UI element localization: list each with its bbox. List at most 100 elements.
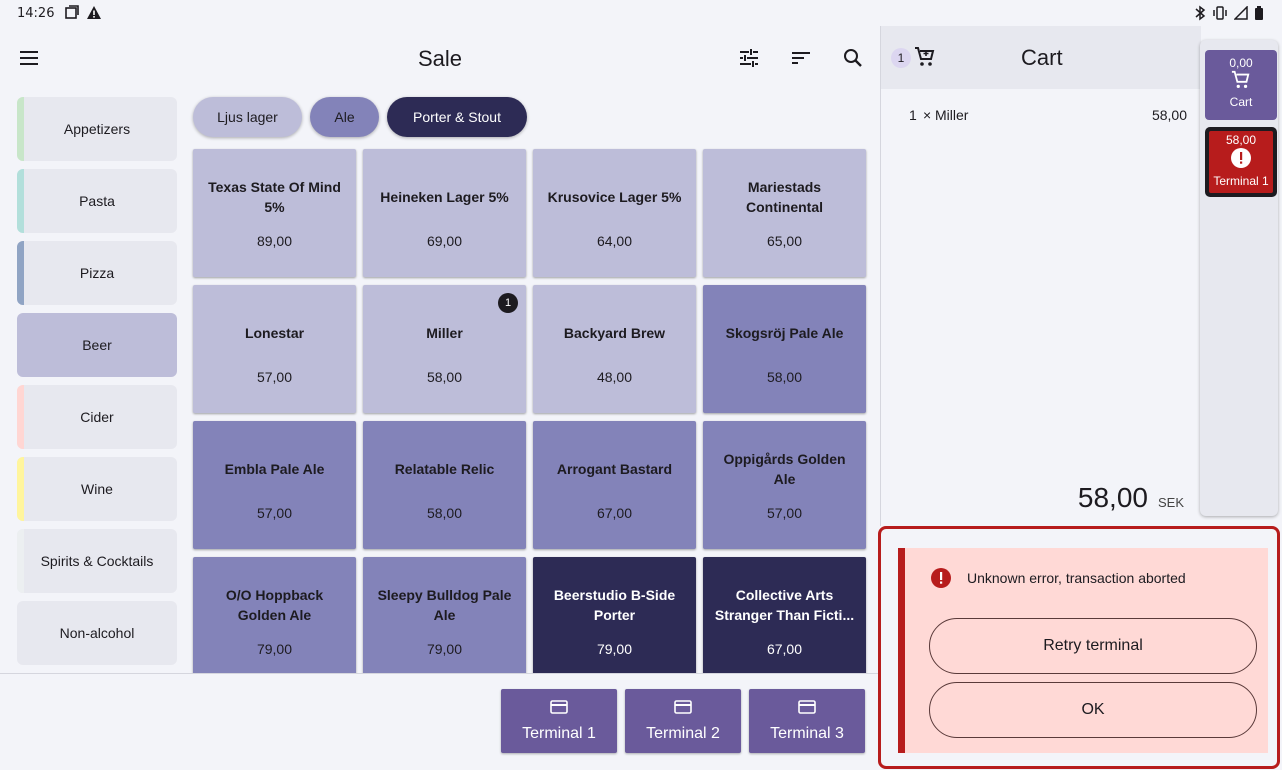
chip-label: Ljus lager — [217, 109, 278, 125]
chip-ale[interactable]: Ale — [310, 97, 379, 137]
error-icon — [1230, 147, 1252, 174]
category-label: Spirits & Cocktails — [40, 553, 154, 569]
product-tile[interactable]: Arrogant Bastard 67,00 — [533, 421, 696, 549]
product-tile[interactable]: O/O Hoppback Golden Ale 79,00 — [193, 557, 356, 685]
bluetooth-icon — [1194, 5, 1206, 24]
chip-label: Porter & Stout — [413, 109, 501, 125]
category-label: Pizza — [79, 265, 115, 281]
category-label: Wine — [81, 481, 113, 497]
category-color-stripe — [17, 385, 24, 449]
terminal-label: Terminal 3 — [770, 724, 844, 742]
product-tile[interactable]: Mariestads Continental 65,00 — [703, 149, 866, 277]
chip-label: Ale — [334, 109, 355, 125]
category-label: Non-alcohol — [59, 625, 135, 641]
product-price: 58,00 — [426, 505, 463, 521]
product-price: 67,00 — [596, 505, 633, 521]
card-icon — [674, 699, 692, 719]
cart-line-qty: 1 — [909, 107, 917, 123]
status-icons — [1194, 5, 1264, 24]
cart-line-item[interactable]: 1 × Miller 58,00 — [909, 107, 1187, 123]
product-name: Skogsröj Pale Ale — [725, 325, 844, 341]
error-message: Unknown error, transaction aborted — [967, 570, 1186, 586]
cart-total-amount: 58,00 — [1077, 482, 1148, 513]
product-price: 48,00 — [596, 369, 633, 385]
category-color-stripe — [17, 169, 24, 233]
category-pizza[interactable]: Pizza — [17, 241, 177, 305]
product-name: Collective Arts Stranger Than Ficti... — [714, 587, 855, 623]
product-tile[interactable]: Skogsröj Pale Ale 58,00 — [703, 285, 866, 413]
sort-icon[interactable] — [789, 46, 813, 70]
rail-terminal-button[interactable]: 58,00 Terminal 1 — [1205, 127, 1277, 197]
search-icon[interactable] — [841, 46, 865, 70]
product-name: Beerstudio B-Side Porter — [553, 587, 676, 623]
category-pasta[interactable]: Pasta — [17, 169, 177, 233]
product-tile[interactable]: Texas State Of Mind 5% 89,00 — [193, 149, 356, 277]
product-price: 79,00 — [596, 641, 633, 657]
product-name: Arrogant Bastard — [556, 461, 673, 477]
rail-cart-button[interactable]: 0,00 Cart — [1205, 50, 1277, 120]
cart-panel: 1 Cart 1 × Miller 58,00 58,00 SEK — [880, 26, 1201, 526]
terminal-3-button[interactable]: Terminal 3 — [749, 689, 865, 753]
retry-terminal-button[interactable]: Retry terminal — [929, 618, 1257, 674]
category-color-stripe — [17, 457, 24, 521]
product-tile[interactable]: Krusovice Lager 5% 64,00 — [533, 149, 696, 277]
cart-total: 58,00 SEK — [1078, 482, 1184, 514]
chip-porter-stout[interactable]: Porter & Stout — [387, 97, 527, 137]
warning-icon — [86, 5, 102, 21]
status-bar: 14:26 — [0, 0, 1282, 26]
ok-button[interactable]: OK — [929, 682, 1257, 738]
cart-title: Cart — [1021, 45, 1063, 70]
bottom-bar — [0, 673, 878, 770]
error-icon — [930, 567, 952, 589]
menu-icon[interactable] — [18, 47, 40, 69]
product-tile[interactable]: Embla Pale Ale 57,00 — [193, 421, 356, 549]
product-tile[interactable]: Backyard Brew 48,00 — [533, 285, 696, 413]
rail-cart-label: Cart — [1229, 95, 1253, 109]
product-price: 57,00 — [256, 505, 293, 521]
chip-ljus-lager[interactable]: Ljus lager — [193, 97, 302, 137]
cart-line-price: 58,00 — [1151, 107, 1187, 123]
category-label: Beer — [82, 337, 112, 353]
product-tile[interactable]: 1 Miller 58,00 — [363, 285, 526, 413]
cart-icon — [1230, 70, 1252, 95]
product-name: Miller — [426, 325, 463, 341]
product-name: O/O Hoppback Golden Ale — [225, 587, 324, 623]
status-time: 14:26 — [17, 5, 55, 21]
product-price: 58,00 — [766, 369, 803, 385]
terminal-label: Terminal 2 — [646, 724, 720, 742]
product-name: Relatable Relic — [394, 461, 495, 477]
category-label: Cider — [80, 409, 114, 425]
category-non-alcohol[interactable]: Non-alcohol — [17, 601, 177, 665]
product-price: 67,00 — [766, 641, 803, 657]
terminal-1-button[interactable]: Terminal 1 — [501, 689, 617, 753]
product-tile[interactable]: Collective Arts Stranger Than Ficti... 67… — [703, 557, 866, 685]
product-name: Embla Pale Ale — [224, 461, 325, 477]
category-appetizers[interactable]: Appetizers — [17, 97, 177, 161]
error-panel: Unknown error, transaction aborted Retry… — [878, 526, 1280, 769]
product-tile[interactable]: Lonestar 57,00 — [193, 285, 356, 413]
terminal-label: Terminal 1 — [522, 724, 596, 742]
category-wine[interactable]: Wine — [17, 457, 177, 521]
product-price: 69,00 — [426, 233, 463, 249]
category-label: Pasta — [79, 193, 115, 209]
cart-icon[interactable] — [913, 45, 937, 69]
category-spirits-cocktails[interactable]: Spirits & Cocktails — [17, 529, 177, 593]
product-tile[interactable]: Heineken Lager 5% 69,00 — [363, 149, 526, 277]
page-title: Sale — [417, 46, 463, 71]
category-cider[interactable]: Cider — [17, 385, 177, 449]
product-tile[interactable]: Sleepy Bulldog Pale Ale 79,00 — [363, 557, 526, 685]
filter-settings-icon[interactable] — [737, 46, 761, 70]
category-beer[interactable]: Beer — [17, 313, 177, 377]
product-name: Oppigårds Golden Ale — [723, 451, 846, 487]
card-icon — [550, 699, 568, 719]
card-icon — [798, 699, 816, 719]
category-color-stripe — [17, 241, 24, 305]
quantity-badge: 1 — [498, 293, 518, 313]
product-name: Mariestads Continental — [746, 179, 823, 215]
product-tile[interactable]: Oppigårds Golden Ale 57,00 — [703, 421, 866, 549]
product-tile[interactable]: Relatable Relic 58,00 — [363, 421, 526, 549]
terminal-2-button[interactable]: Terminal 2 — [625, 689, 741, 753]
product-tile[interactable]: Beerstudio B-Side Porter 79,00 — [533, 557, 696, 685]
product-price: 57,00 — [256, 369, 293, 385]
product-name: Texas State Of Mind 5% — [208, 179, 341, 215]
